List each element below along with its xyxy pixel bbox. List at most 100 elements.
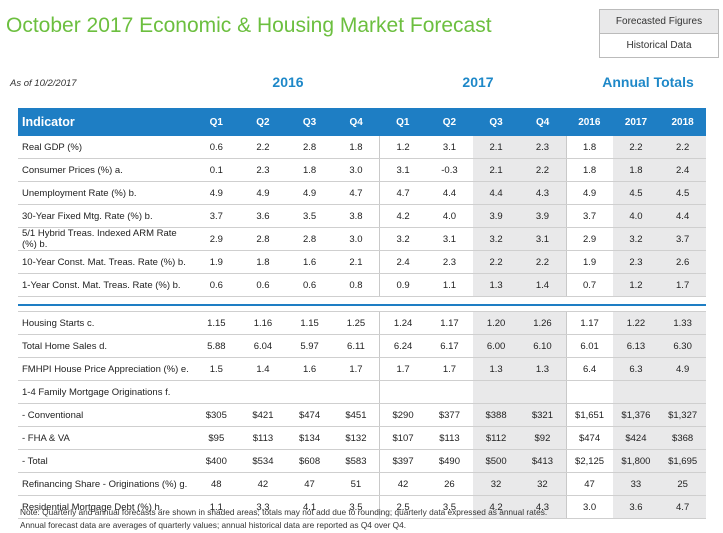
table-cell: 6.13 [612, 334, 660, 358]
table-row: 5/1 Hybrid Treas. Indexed ARM Rate (%) b… [18, 227, 706, 251]
gap-cell [18, 305, 706, 312]
table-cell: 3.9 [519, 204, 566, 228]
table-cell: 1.7 [332, 357, 380, 381]
header-col: Q4 [332, 108, 380, 136]
table-cell: 4.7 [379, 181, 427, 205]
table-cell: 0.9 [379, 273, 427, 297]
table-cell: 2.3 [426, 250, 473, 274]
table-cell: $397 [379, 449, 427, 473]
table-cell: 6.04 [239, 334, 287, 358]
table-cell: 1.1 [193, 495, 240, 519]
table-cell: 3.2 [472, 227, 520, 251]
table-cell: 1.8 [239, 250, 287, 274]
table-cell: 2.6 [659, 250, 706, 274]
table-cell: 33 [612, 472, 660, 496]
table-cell: 4.2 [472, 495, 520, 519]
legend: Forecasted Figures Historical Data [599, 9, 719, 58]
header-col: Q1 [379, 108, 427, 136]
table-cell: 1.8 [332, 136, 380, 159]
table-cell: 47 [286, 472, 333, 496]
table-cell: 6.3 [612, 357, 660, 381]
table-cell: $290 [379, 403, 427, 427]
table-cell: 2.3 [239, 158, 287, 182]
table-cell: 1.7 [426, 357, 473, 381]
table-cell: $368 [659, 426, 706, 450]
table-cell: 2.1 [472, 136, 520, 159]
table-cell: 2.9 [565, 227, 613, 251]
table-cell: 1.26 [519, 311, 566, 335]
table-cell: 1.8 [565, 136, 613, 159]
table-cell: 0.7 [565, 273, 613, 297]
table-cell: 5.97 [286, 334, 333, 358]
table-cell: $413 [519, 449, 566, 473]
divider-cell [18, 296, 706, 306]
table-cell: 3.5 [286, 204, 333, 228]
table-cell: 3.5 [332, 495, 380, 519]
page-title: October 2017 Economic & Housing Market F… [6, 14, 492, 37]
header-col: Q3 [472, 108, 520, 136]
table-cell: 3.9 [472, 204, 520, 228]
table-cell: 0.1 [193, 158, 240, 182]
table-cell: 2.3 [612, 250, 660, 274]
row-label: - Conventional [18, 403, 193, 427]
table-row: FMHPI House Price Appreciation (%) e. 1.5… [18, 357, 706, 381]
table-row: Unemployment Rate (%) b. 4.9 4.9 4.9 4.7 4.7 4… [18, 181, 706, 205]
table-cell [332, 380, 380, 404]
table-row: Residential Mortgage Debt (%) h. 1.1 3.3 4.… [18, 495, 706, 519]
row-label: 5/1 Hybrid Treas. Indexed ARM Rate (%) b… [18, 227, 193, 251]
table-cell: 0.6 [193, 273, 240, 297]
table-cell: 4.9 [239, 181, 287, 205]
table-cell: 4.0 [426, 204, 473, 228]
table-cell: 48 [193, 472, 240, 496]
table-cell: 6.17 [426, 334, 473, 358]
row-label: 1-4 Family Mortgage Originations f. [18, 380, 193, 404]
table-cell: 1.8 [286, 158, 333, 182]
table-cell: 2.8 [239, 227, 287, 251]
table-cell: 2.1 [332, 250, 380, 274]
row-label: FMHPI House Price Appreciation (%) e. [18, 357, 193, 381]
table-cell [239, 380, 287, 404]
table-cell: 2.8 [286, 227, 333, 251]
table-cell: 4.5 [612, 181, 660, 205]
table-cell: 32 [472, 472, 520, 496]
header-col: 2016 [566, 108, 613, 136]
table-cell: 0.8 [332, 273, 380, 297]
table-row: - Total $400 $534 $608 $583 $397 $490 $500 $413 $… [18, 449, 706, 473]
table-cell: 6.01 [565, 334, 613, 358]
table-cell: $321 [519, 403, 566, 427]
table-cell: $2,125 [565, 449, 613, 473]
table-cell: 4.4 [659, 204, 706, 228]
table-cell: 4.3 [519, 495, 566, 519]
table-cell: 1.5 [193, 357, 240, 381]
table-cell: -0.3 [426, 158, 473, 182]
table-cell: 1.25 [332, 311, 380, 335]
table-cell: $377 [426, 403, 473, 427]
table-cell: 2.5 [379, 495, 427, 519]
table-cell: 1.33 [659, 311, 706, 335]
header-row: Indicator Q1 Q2 Q3 Q4 Q1 Q2 Q3 Q4 2016 2017 2018 [18, 108, 706, 136]
table-cell: 1.24 [379, 311, 427, 335]
table-row: Total Home Sales d. 5.88 6.04 5.97 6.11 6.24 6… [18, 334, 706, 358]
table-cell: $107 [379, 426, 427, 450]
table-row: Consumer Prices (%) a. 0.1 2.3 1.8 3.0 3.1 -0.… [18, 158, 706, 182]
table-cell: $474 [286, 403, 333, 427]
row-label: - Total [18, 449, 193, 473]
group-annual-totals: Annual Totals [602, 74, 694, 90]
row-label: - FHA & VA [18, 426, 193, 450]
table-cell: 4.3 [519, 181, 566, 205]
table-cell: 6.10 [519, 334, 566, 358]
table-cell: 3.6 [239, 204, 287, 228]
table-cell: 2.2 [472, 250, 520, 274]
row-label: 10-Year Const. Mat. Treas. Rate (%) b. [18, 250, 193, 274]
table-cell: 42 [379, 472, 427, 496]
table-cell: 2.3 [519, 136, 566, 159]
table-cell: 1.22 [612, 311, 660, 335]
table-cell: 3.7 [193, 204, 240, 228]
table-cell [286, 380, 333, 404]
table-row: 30-Year Fixed Mtg. Rate (%) b. 3.7 3.6 3.5 3… [18, 204, 706, 228]
group-2017: 2017 [462, 74, 494, 90]
table-cell: 1.9 [193, 250, 240, 274]
table-cell: 0.6 [193, 136, 240, 159]
table-cell: $132 [332, 426, 380, 450]
table-cell: $112 [472, 426, 520, 450]
